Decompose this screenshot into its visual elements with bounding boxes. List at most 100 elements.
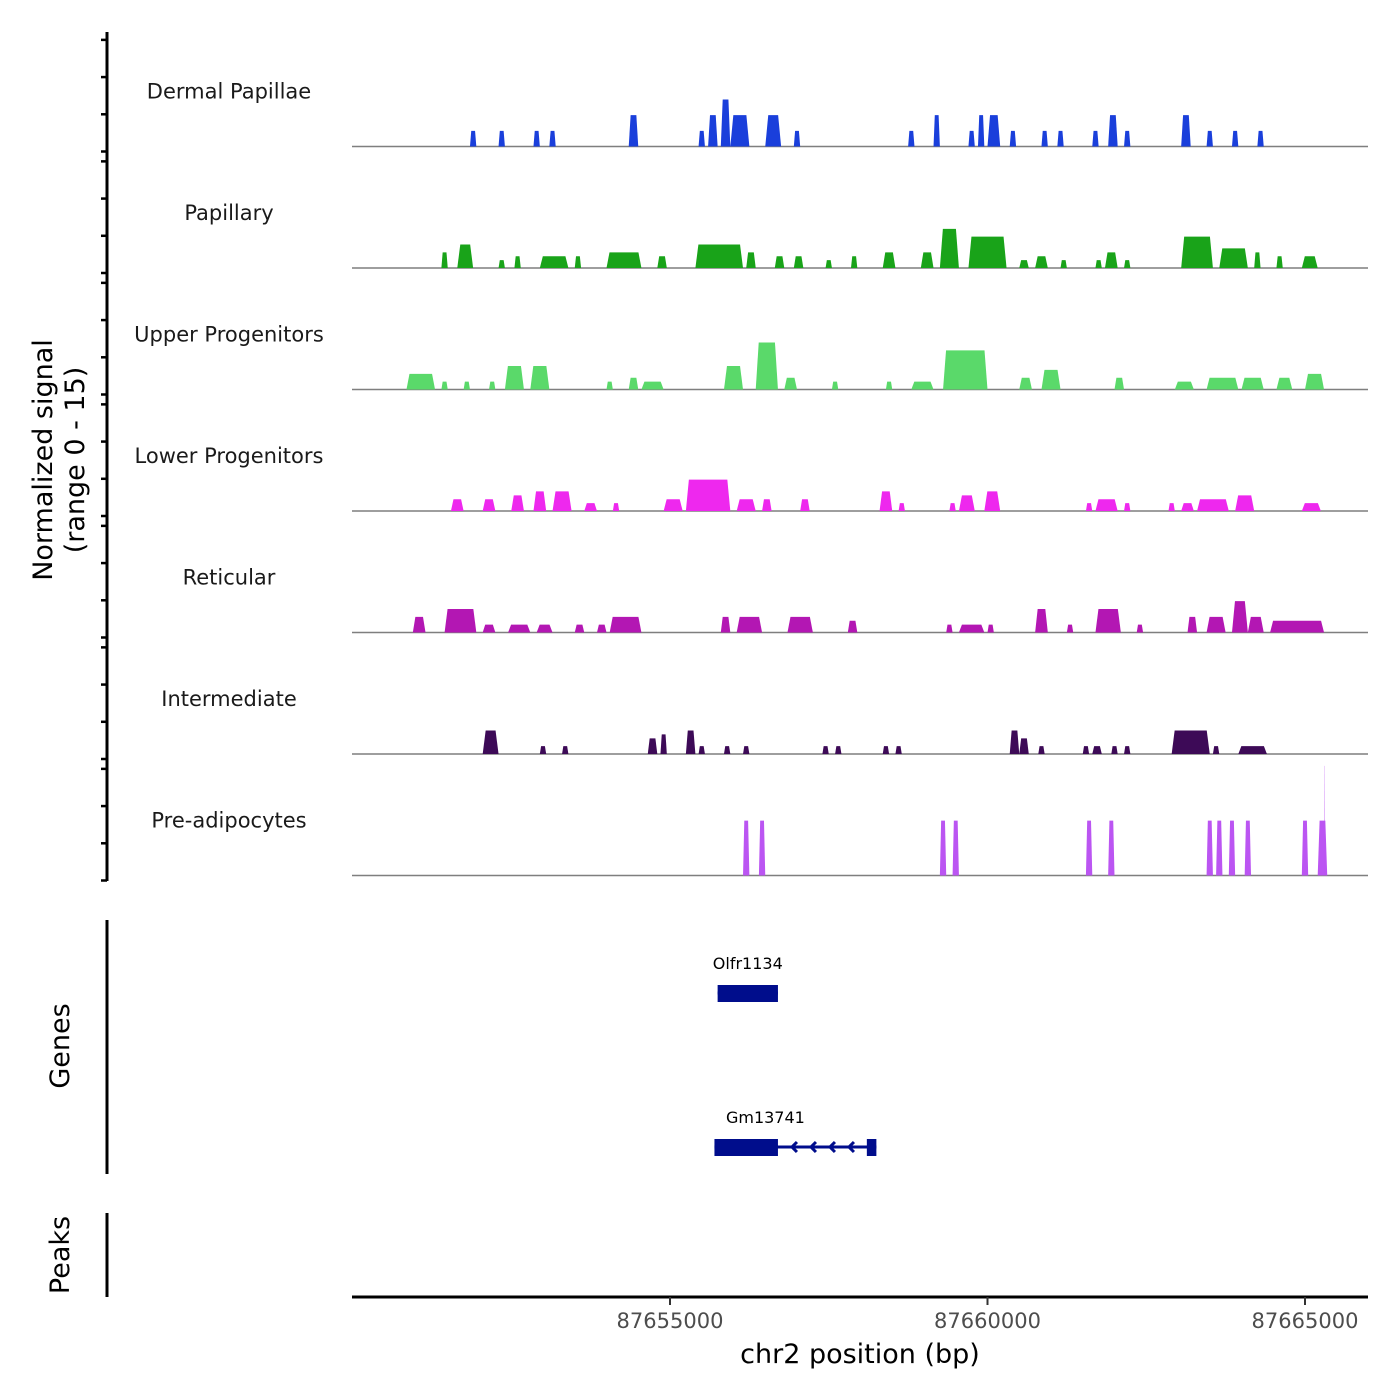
track-label: Dermal Papillae bbox=[147, 80, 311, 104]
signal-peak bbox=[746, 252, 756, 268]
signal-peak bbox=[831, 381, 839, 390]
signal-peak bbox=[1206, 130, 1213, 147]
signal-peak bbox=[498, 260, 505, 268]
track-labels: Dermal Papillae Papillary Upper Progenitor… bbox=[134, 80, 324, 833]
signal-peak bbox=[1066, 624, 1074, 633]
signal-peak bbox=[552, 491, 572, 511]
signal-peak bbox=[1038, 746, 1045, 754]
signal-peak bbox=[1301, 256, 1318, 268]
signal-y-ticks bbox=[101, 38, 107, 882]
signal-peak bbox=[1305, 373, 1325, 390]
signal-peak bbox=[1231, 601, 1248, 633]
signal-peak bbox=[609, 616, 642, 633]
track-label: Upper Progenitors bbox=[134, 323, 324, 347]
signal-peak bbox=[1019, 738, 1029, 754]
signal-peak bbox=[1241, 377, 1264, 390]
signal-peak bbox=[743, 746, 750, 754]
signal-peak bbox=[1254, 252, 1261, 268]
gene-label: Gm13741 bbox=[726, 1108, 805, 1127]
signal-peak bbox=[987, 624, 994, 633]
signal-peak bbox=[1206, 820, 1213, 876]
signal-peak bbox=[1219, 248, 1248, 268]
signal-peak bbox=[444, 609, 477, 633]
signal-peak bbox=[1035, 256, 1048, 268]
signal-peak bbox=[1092, 746, 1102, 754]
signal-peak bbox=[835, 746, 842, 754]
gene-track: Olfr1134 Gm13741 bbox=[713, 954, 877, 1156]
signal-peak bbox=[549, 130, 556, 147]
signal-peak bbox=[949, 503, 956, 511]
signal-peak bbox=[736, 616, 763, 633]
signal-peak bbox=[441, 381, 448, 390]
signal-peak bbox=[628, 377, 639, 390]
signal-peak bbox=[1231, 130, 1239, 147]
signal-peak bbox=[1181, 236, 1213, 268]
signal-peak bbox=[1212, 746, 1220, 754]
track-label: Reticular bbox=[183, 566, 276, 590]
signal-peak bbox=[1085, 503, 1093, 511]
signal-peak bbox=[533, 491, 547, 511]
signal-peak bbox=[584, 503, 597, 511]
signal-peak bbox=[822, 746, 829, 754]
signal-peak bbox=[1270, 620, 1325, 633]
signal-peak bbox=[663, 499, 683, 511]
signal-peak bbox=[793, 256, 804, 268]
signal-peak bbox=[1124, 503, 1131, 511]
signal-peak bbox=[968, 236, 1007, 268]
signal-peak bbox=[1057, 130, 1064, 147]
signal-peak bbox=[939, 228, 959, 268]
signal-peak bbox=[1124, 746, 1131, 754]
signal-peak bbox=[450, 499, 464, 511]
signal-peak bbox=[574, 256, 582, 268]
signal-peak bbox=[977, 115, 985, 147]
signal-peak bbox=[596, 624, 607, 633]
signal-peak bbox=[1171, 730, 1210, 754]
signal-peak bbox=[882, 746, 890, 754]
signal-peak bbox=[1092, 130, 1099, 147]
signal-peak bbox=[641, 381, 664, 390]
signal-peak bbox=[698, 746, 705, 754]
signal-peak bbox=[1216, 820, 1223, 876]
signal-peak bbox=[508, 624, 531, 633]
gene-label: Olfr1134 bbox=[713, 954, 783, 973]
signal-peak bbox=[911, 381, 934, 390]
signal-peak bbox=[1041, 369, 1061, 390]
strand-arrow-icon bbox=[827, 1140, 837, 1154]
signal-peak bbox=[1124, 260, 1131, 268]
track-lower-progenitors bbox=[352, 479, 1368, 512]
signal-peak bbox=[685, 730, 696, 754]
signal-peak bbox=[885, 381, 893, 390]
track-dermal-papillae bbox=[352, 99, 1368, 148]
signal-peak bbox=[1174, 381, 1194, 390]
signal-peak bbox=[685, 479, 731, 511]
signal-peak bbox=[1111, 746, 1118, 754]
x-axis-ticks: 87655000 87660000 87665000 bbox=[617, 1297, 1358, 1333]
signal-peak bbox=[536, 624, 553, 633]
signal-peak bbox=[1238, 746, 1267, 754]
signal-peak bbox=[743, 820, 750, 876]
track-label: Intermediate bbox=[161, 687, 297, 711]
track-reticular bbox=[352, 601, 1368, 634]
signal-peak bbox=[946, 624, 953, 633]
signal-peak bbox=[504, 366, 524, 390]
signal-peak bbox=[898, 503, 905, 511]
signal-peak bbox=[784, 377, 797, 390]
signal-peak bbox=[511, 495, 524, 511]
track-papillary bbox=[352, 228, 1368, 269]
signal-peak bbox=[1009, 130, 1017, 147]
signal-peak bbox=[755, 342, 778, 390]
signal-peak bbox=[1276, 256, 1283, 268]
signal-peak bbox=[793, 130, 801, 147]
signal-peak bbox=[720, 616, 731, 633]
signal-peak bbox=[1108, 115, 1118, 147]
signal-peak bbox=[469, 130, 477, 147]
signal-peak bbox=[1035, 609, 1048, 633]
signal-peak bbox=[736, 499, 756, 511]
signal-peak bbox=[489, 381, 496, 390]
track-pre-adipocytes bbox=[352, 765, 1368, 877]
signal-peak bbox=[562, 746, 569, 754]
signal-peak bbox=[908, 130, 915, 147]
signal-peak bbox=[847, 620, 858, 633]
gene-olfr1134: Olfr1134 bbox=[713, 954, 783, 1002]
signal-peak bbox=[933, 115, 940, 147]
